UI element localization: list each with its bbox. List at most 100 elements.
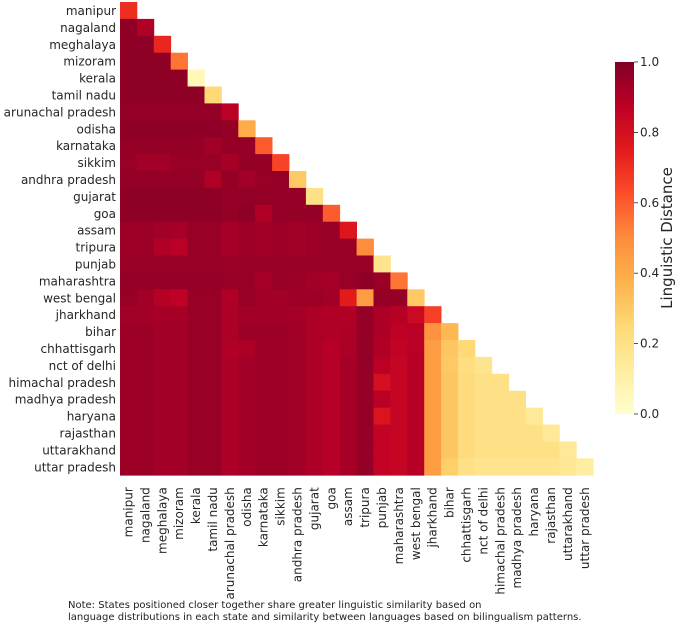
heatmap-cell	[120, 171, 138, 189]
heatmap-cell	[136, 272, 155, 290]
heatmap-cell	[441, 407, 459, 425]
heatmap-cell	[356, 373, 374, 392]
heatmap-cell	[120, 69, 138, 87]
heatmap-cell	[187, 424, 205, 442]
heatmap-cell	[390, 356, 408, 375]
heatmap-cell	[170, 120, 188, 138]
heatmap-cell	[458, 458, 476, 476]
heatmap-cell	[238, 289, 256, 307]
heatmap-cell	[187, 323, 205, 341]
heatmap-cell	[221, 390, 239, 408]
heatmap-cell	[542, 424, 560, 442]
heatmap-cell	[170, 86, 188, 104]
heatmap-cell	[170, 154, 188, 172]
heatmap-cell	[272, 340, 290, 358]
y-tick-label: sikkim	[77, 156, 116, 170]
y-tick-label: gujarat	[73, 190, 116, 204]
heatmap-cell	[120, 238, 138, 256]
heatmap-cell	[238, 458, 256, 476]
heatmap-cell	[136, 407, 155, 425]
heatmap-cell	[491, 441, 510, 459]
x-tick-label: west bengal	[409, 487, 423, 560]
heatmap-cell	[576, 458, 594, 476]
heatmap-cell	[187, 137, 205, 155]
heatmap-cell	[289, 204, 307, 223]
heatmap-cell	[356, 306, 374, 324]
heatmap-cell	[390, 340, 408, 358]
heatmap-cell	[221, 204, 239, 223]
heatmap-cell	[255, 221, 273, 239]
heatmap-cell	[120, 289, 138, 307]
heatmap-cell	[153, 407, 172, 425]
heatmap-cell	[120, 272, 138, 290]
heatmap-cell	[238, 171, 256, 189]
heatmap-cell	[407, 458, 425, 476]
heatmap-cell	[255, 187, 273, 206]
heatmap-cell	[322, 289, 341, 307]
x-tick-label: mizoram	[172, 487, 186, 540]
heatmap-cell	[339, 390, 357, 408]
heatmap-cell	[153, 289, 172, 307]
heatmap-cell	[356, 441, 374, 459]
heatmap-cell	[542, 441, 560, 459]
heatmap-cell	[339, 407, 357, 425]
y-tick-label: himachal pradesh	[9, 376, 116, 390]
heatmap-cell	[390, 306, 408, 324]
heatmap-cell	[187, 154, 205, 172]
heatmap-cell	[272, 458, 290, 476]
heatmap-cell	[238, 137, 256, 155]
heatmap-cell	[542, 458, 560, 476]
heatmap-cell	[305, 340, 324, 358]
heatmap-cell	[356, 272, 374, 290]
heatmap-cell	[170, 103, 188, 121]
heatmap-cell	[187, 171, 205, 189]
heatmap-cell	[339, 458, 357, 476]
heatmap-cell	[170, 458, 188, 476]
y-tick-label: rajasthan	[60, 426, 117, 440]
x-tick-label: madhya pradesh	[510, 487, 524, 588]
heatmap-cell	[289, 441, 307, 459]
heatmap-cell	[238, 306, 256, 324]
heatmap-cell	[136, 154, 155, 172]
y-tick-label: west bengal	[43, 291, 116, 305]
y-tick-label: tamil nadu	[52, 88, 116, 102]
heatmap-cell	[255, 407, 273, 425]
heatmap-cell	[170, 221, 188, 239]
heatmap-cell	[407, 407, 425, 425]
heatmap-cell	[474, 356, 493, 375]
heatmap-cell	[255, 306, 273, 324]
heatmap-cell	[289, 458, 307, 476]
heatmap-cell	[356, 407, 374, 425]
colorbar-tick-label: 0.4	[640, 266, 659, 280]
heatmap-cell	[289, 272, 307, 290]
heatmap-cell	[390, 458, 408, 476]
heatmap-cell	[322, 306, 341, 324]
heatmap-cell	[458, 390, 476, 408]
x-tick-label: maharashtra	[392, 487, 406, 564]
heatmap-cell	[322, 390, 341, 408]
x-tick-label: sikkim	[274, 487, 288, 526]
heatmap-cell	[170, 272, 188, 290]
heatmap-cell	[136, 18, 155, 37]
heatmap-cell	[272, 390, 290, 408]
footnote-line-1: Note: States positioned closer together …	[68, 600, 482, 611]
x-tick-label: assam	[341, 487, 355, 526]
heatmap-cell	[255, 272, 273, 290]
heatmap-cell	[356, 458, 374, 476]
heatmap-cell	[255, 204, 273, 223]
heatmap-cell	[474, 373, 493, 392]
heatmap-cell	[170, 255, 188, 273]
heatmap-cell	[221, 373, 239, 392]
y-tick-label: uttarakhand	[42, 443, 116, 457]
y-axis-tick-labels: manipur nagaland meghalaya mizoram kerala tam…	[4, 4, 117, 474]
heatmap-cell	[559, 441, 577, 459]
colorbar: 0.0 0.2 0.4 0.6 0.8 1.0 Linguistic Distance	[615, 55, 676, 421]
x-tick-label: uttar pradesh	[578, 487, 592, 569]
heatmap-cell	[424, 407, 442, 425]
heatmap-cell	[170, 137, 188, 155]
heatmap-cell	[187, 373, 205, 392]
heatmap-cell	[204, 323, 222, 341]
heatmap-cell	[305, 373, 324, 392]
heatmap-cell	[272, 323, 290, 341]
heatmap-cell	[120, 18, 138, 37]
